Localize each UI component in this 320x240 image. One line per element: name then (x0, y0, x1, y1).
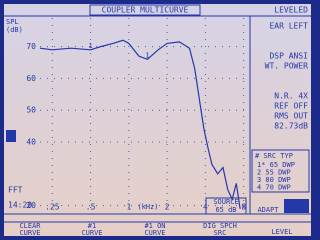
source: SOURCE (213, 198, 238, 206)
button-label: CURVE (144, 229, 165, 237)
y-tick-label: 50 (26, 106, 36, 115)
y-label: SPL (6, 18, 19, 26)
adapt: ADAPT (257, 206, 279, 214)
setting: EAR LEFT (269, 22, 308, 31)
setting: RMS OUT (274, 112, 308, 121)
button-label: CURVE (19, 229, 40, 237)
y-tick-label: 40 (26, 138, 36, 147)
curve-label: 1 (145, 51, 149, 59)
annotation: FFT (8, 186, 23, 195)
setting: DSP ANSI (269, 52, 308, 61)
display (4, 4, 311, 236)
button-label: SRC (214, 229, 227, 237)
setting: 82.73dB (274, 122, 308, 131)
x-label: (kHz) (137, 203, 158, 211)
curve-label: 1 (88, 42, 92, 50)
y-tick-label: 20 (26, 201, 36, 210)
icon (6, 130, 16, 142)
page: {"header": {"title": "COUPLER MULTICURVE… (0, 0, 320, 240)
y-tick-label: 60 (26, 74, 36, 83)
button-label: LEVEL (271, 228, 292, 236)
source-level: 65 dB (215, 206, 236, 214)
setting: N.R. 4X (274, 92, 308, 101)
table-header: # SRC TYP (255, 152, 293, 160)
y-tick-label: 70 (26, 42, 36, 51)
mode: LEVELED (274, 6, 308, 15)
table-row: 4 70 DWP (257, 184, 291, 192)
setting: WT. POWER (265, 62, 309, 71)
back: BACK (288, 206, 306, 214)
setting: REF OFF (274, 102, 308, 111)
button-label: CURVE (81, 229, 102, 237)
title: COUPLER MULTICURVE (102, 6, 189, 15)
y-label: (dB) (6, 26, 23, 34)
screen: COUPLER MULTICURVE LEVELED EAR LEFT DSP A… (0, 0, 315, 240)
